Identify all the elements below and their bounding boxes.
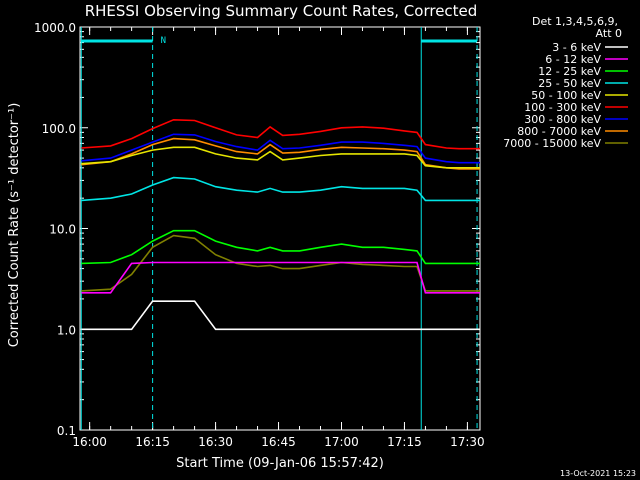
legend-label: 25 - 50 keV — [538, 77, 601, 90]
x-tick-label: 17:30 — [450, 435, 485, 449]
x-tick-label: 16:30 — [198, 435, 233, 449]
y-tick-label: 100.0 — [42, 122, 76, 136]
y-axis-label: Corrected Count Rate (s⁻¹ detector⁻¹) — [7, 103, 22, 348]
y-tick-label: 1.0 — [57, 323, 76, 337]
legend-header: Det 1,3,4,5,6,9,Att 0 — [532, 15, 622, 40]
series-line — [81, 146, 480, 169]
series-line — [81, 118, 480, 150]
plot-area: 1000.0 100.0 10.0 1.0 0.116:00 16:15 16:30 16:4… — [34, 21, 485, 449]
series-line — [81, 133, 480, 164]
y-tick-label: 0.1 — [57, 424, 76, 438]
legend-header-line: Det 1,3,4,5,6,9, — [532, 15, 618, 28]
legend-label: 6 - 12 keV — [545, 53, 601, 66]
x-tick-label: 16:15 — [135, 435, 170, 449]
series-line — [81, 137, 480, 170]
series-line — [81, 261, 480, 294]
x-tick-label: 16:45 — [261, 435, 296, 449]
y-tick-label: 1000.0 — [34, 21, 76, 35]
chart-title: RHESSI Observing Summary Count Rates, Co… — [85, 2, 478, 20]
legend-label: 7000 - 15000 keV — [503, 137, 601, 150]
legend-header-line: Att 0 — [596, 27, 622, 40]
series-line — [81, 176, 480, 202]
x-tick-label: 17:00 — [324, 435, 359, 449]
footer-timestamp: 13-Oct-2021 15:23 — [560, 469, 636, 478]
legend-label: 300 - 800 keV — [524, 113, 601, 126]
series-line — [81, 300, 480, 331]
legend-label: 800 - 7000 keV — [517, 125, 601, 138]
series-line — [81, 229, 480, 265]
legend-label: 50 - 100 keV — [531, 89, 601, 102]
legend-label: 100 - 300 keV — [524, 101, 601, 114]
x-tick-label: 17:15 — [387, 435, 422, 449]
x-axis-label: Start Time (09-Jan-06 15:57:42) — [176, 456, 384, 471]
y-tick-label: 10.0 — [49, 223, 76, 237]
legend-label: 3 - 6 keV — [552, 41, 601, 54]
legend-label: 12 - 25 keV — [538, 65, 601, 78]
flag-label: N — [161, 36, 166, 46]
x-tick-label: 16:00 — [72, 435, 107, 449]
